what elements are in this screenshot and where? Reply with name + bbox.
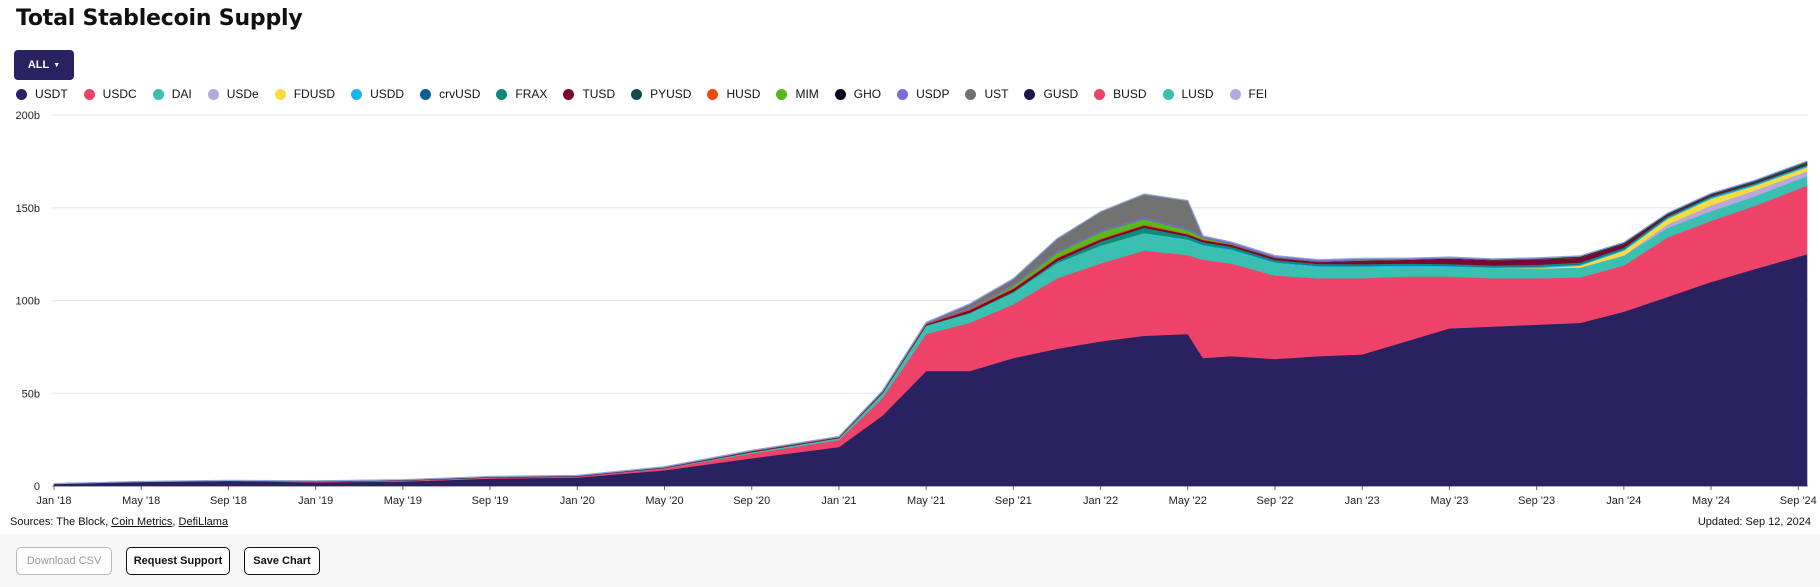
legend-label-frax: FRAX <box>515 87 548 101</box>
x-tick-label: Sep '21 <box>995 495 1032 507</box>
legend-swatch-usde <box>207 88 219 100</box>
legend-item-lusd[interactable]: LUSD <box>1162 87 1214 101</box>
legend-swatch-frax <box>496 88 508 100</box>
x-tick-label: Jan '21 <box>821 495 856 507</box>
legend-label-usdc: USDC <box>102 87 137 101</box>
legend-item-fei[interactable]: FEI <box>1229 87 1268 101</box>
x-tick-label: Jan '24 <box>1606 495 1641 507</box>
legend-item-pyusd[interactable]: PYUSD <box>631 87 691 101</box>
legend-label-ust: UST <box>984 87 1009 101</box>
x-tick-label: May '20 <box>645 495 683 507</box>
legend-item-usde[interactable]: USDe <box>207 87 259 101</box>
x-tick-label: Jan '22 <box>1083 495 1118 507</box>
x-tick-label: Sep '23 <box>1518 495 1555 507</box>
save-chart-button[interactable]: Save Chart <box>244 547 320 575</box>
y-tick-label: 150b <box>16 203 40 215</box>
y-tick-label: 50b <box>22 388 40 400</box>
legend-label-lusd: LUSD <box>1181 87 1214 101</box>
legend-label-husd: HUSD <box>726 87 761 101</box>
source-link-defillama[interactable]: DefiLlama <box>178 516 229 528</box>
source-link-coin-metrics[interactable]: Coin Metrics <box>111 516 173 528</box>
legend-item-husd[interactable]: HUSD <box>707 87 760 101</box>
x-tick-label: May '18 <box>122 495 160 507</box>
updated-timestamp: Updated: Sep 12, 2024 <box>1697 516 1811 528</box>
x-tick-label: Jan '18 <box>36 495 71 507</box>
legend-item-dai[interactable]: DAI <box>152 87 192 101</box>
legend-swatch-husd <box>707 88 719 100</box>
x-tick-label: May '23 <box>1430 495 1468 507</box>
legend-swatch-gusd <box>1024 88 1036 100</box>
total-supply-outline <box>53 160 1808 485</box>
legend-swatch-usdp <box>897 88 909 100</box>
legend-label-gho: GHO <box>853 87 882 101</box>
legend-label-gusd: GUSD <box>1043 87 1079 101</box>
range-filter-label: ALL <box>27 59 50 71</box>
legend-item-mim[interactable]: MIM <box>776 87 819 101</box>
legend-swatch-usdc <box>83 88 95 100</box>
legend-item-busd[interactable]: BUSD <box>1094 87 1147 101</box>
legend-swatch-crvusd <box>420 88 432 100</box>
legend-label-crvusd: crvUSD <box>439 87 481 101</box>
legend-item-usdp[interactable]: USDP <box>897 87 949 101</box>
legend-label-usdp: USDP <box>916 87 950 101</box>
legend-label-usdd: USDD <box>370 87 405 101</box>
x-tick-label: May '21 <box>907 495 945 507</box>
legend-label-mim: MIM <box>795 87 819 101</box>
legend-swatch-ust <box>965 88 977 100</box>
download-csv-button[interactable]: Download CSV <box>16 547 112 575</box>
sources-prefix: Sources: The Block, <box>10 516 112 528</box>
request-support-button[interactable]: Request Support <box>126 547 230 575</box>
y-tick-label: 0 <box>34 481 40 493</box>
x-tick-label: Jan '19 <box>298 495 333 507</box>
legend-label-dai: DAI <box>171 87 192 101</box>
x-tick-label: Sep '22 <box>1257 495 1294 507</box>
range-filter-button[interactable]: ALL ▼ <box>14 50 74 80</box>
legend-swatch-lusd <box>1162 88 1174 100</box>
legend-swatch-dai <box>152 88 164 100</box>
x-tick-label: Jan '20 <box>560 495 595 507</box>
legend-swatch-usdd <box>351 88 363 100</box>
x-tick-label: Sep '20 <box>733 495 770 507</box>
sources-note: Sources: The Block, Coin Metrics, DefiLl… <box>10 516 229 528</box>
legend-item-crvusd[interactable]: crvUSD <box>420 87 480 101</box>
x-tick-label: May '19 <box>384 495 422 507</box>
legend-label-usde: USDe <box>226 87 259 101</box>
legend-swatch-fei <box>1229 88 1241 100</box>
legend-item-gusd[interactable]: GUSD <box>1024 87 1078 101</box>
area-layers <box>53 160 1808 487</box>
legend-item-fdusd[interactable]: FDUSD <box>274 87 336 101</box>
legend-item-frax[interactable]: FRAX <box>496 87 547 101</box>
legend-label-pyusd: PYUSD <box>650 87 692 101</box>
x-tick-label: Sep '24 <box>1780 495 1817 507</box>
chart-legend: USDT USDC DAI USDe FDUSD USDD crvUSD FRAX TUSD PY… <box>16 87 1283 101</box>
legend-item-ust[interactable]: UST <box>965 87 1008 101</box>
legend-label-usdt: USDT <box>35 87 68 101</box>
legend-item-usdd[interactable]: USDD <box>351 87 404 101</box>
legend-item-usdt[interactable]: USDT <box>16 87 68 101</box>
legend-item-tusd[interactable]: TUSD <box>563 87 615 101</box>
legend-swatch-fdusd <box>274 88 286 100</box>
legend-item-gho[interactable]: GHO <box>834 87 882 101</box>
legend-label-fdusd: FDUSD <box>293 87 336 101</box>
chart-title: Total Stablecoin Supply <box>16 6 303 31</box>
legend-item-usdc[interactable]: USDC <box>83 87 137 101</box>
legend-label-tusd: TUSD <box>582 87 616 101</box>
legend-swatch-usdt <box>16 88 27 100</box>
x-tick-label: Sep '18 <box>210 495 247 507</box>
x-tick-label: May '22 <box>1169 495 1207 507</box>
legend-swatch-gho <box>834 88 846 100</box>
legend-swatch-pyusd <box>631 88 643 100</box>
legend-swatch-mim <box>776 88 788 100</box>
x-tick-label: Jan '23 <box>1345 495 1380 507</box>
legend-label-fei: FEI <box>1248 87 1268 101</box>
stacked-area-chart: 0 50b 100b 150b 200b Jan '18 May '18 Sep '18 Jan… <box>16 110 1817 507</box>
y-tick-label: 200b <box>16 110 40 122</box>
y-tick-label: 100b <box>16 296 40 308</box>
x-tick-label: Sep '19 <box>472 495 509 507</box>
chevron-down-icon: ▼ <box>53 61 61 69</box>
legend-swatch-tusd <box>563 88 575 100</box>
legend-swatch-busd <box>1094 88 1106 100</box>
legend-label-busd: BUSD <box>1113 87 1147 101</box>
x-tick-label: May '24 <box>1692 495 1730 507</box>
